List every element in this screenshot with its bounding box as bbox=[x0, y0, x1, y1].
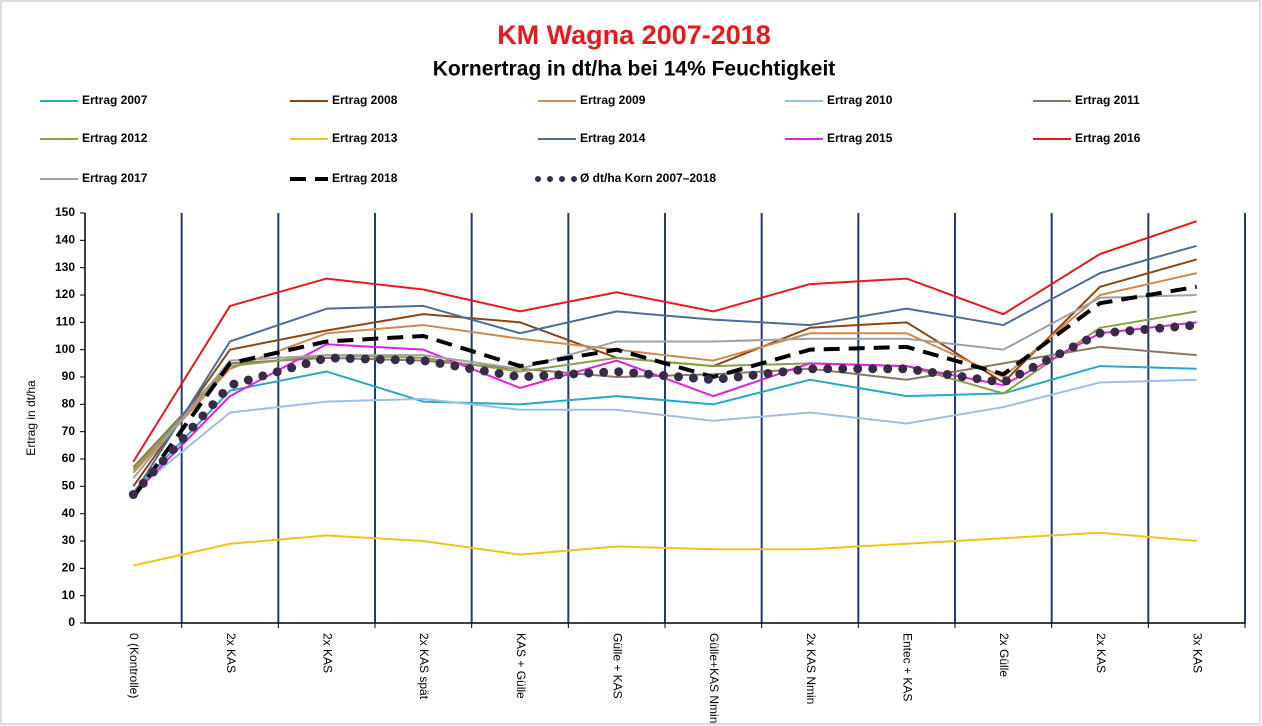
legend-label: Ertrag 2012 bbox=[82, 131, 148, 145]
y-tick-label: 0 bbox=[68, 615, 75, 629]
y-axis-label: Ertrag in dt/ha bbox=[24, 380, 38, 456]
y-tick-label: 30 bbox=[62, 533, 76, 547]
legend-label: Ertrag 2017 bbox=[82, 171, 148, 185]
x-tick-label: Gülle + KAS bbox=[610, 633, 624, 699]
x-tick-label: 2x KAS Nmin bbox=[804, 633, 818, 704]
y-tick-label: 60 bbox=[62, 451, 76, 465]
series-line bbox=[132, 365, 1197, 493]
legend-label: Ertrag 2013 bbox=[332, 131, 398, 145]
y-tick-label: 10 bbox=[62, 588, 76, 602]
legend-label: Ertrag 2010 bbox=[827, 93, 893, 107]
y-tick-label: 80 bbox=[62, 397, 76, 411]
y-tick-label: 40 bbox=[62, 506, 76, 520]
y-tick-label: 150 bbox=[55, 205, 75, 219]
legend-label: Ø dt/ha Korn 2007–2018 bbox=[580, 171, 716, 185]
x-tick-label: 2x KAS bbox=[224, 633, 238, 673]
y-tick-label: 20 bbox=[62, 561, 76, 575]
series-line bbox=[132, 294, 1197, 479]
y-tick-label: 110 bbox=[56, 315, 76, 329]
chart-title: KM Wagna 2007-2018 bbox=[497, 20, 771, 50]
y-tick-label: 130 bbox=[55, 260, 75, 274]
series-line bbox=[132, 378, 1197, 493]
chart-subtitle: Kornertrag in dt/ha bei 14% Feuchtigkeit bbox=[433, 58, 836, 81]
y-tick-label: 120 bbox=[55, 287, 75, 301]
y-tick-label: 50 bbox=[62, 479, 76, 493]
x-tick-label: 0 (Kontrolle) bbox=[127, 633, 141, 698]
legend-label: Ertrag 2014 bbox=[580, 131, 646, 145]
y-tick-label: 90 bbox=[62, 369, 76, 383]
x-tick-label: 2x Gülle bbox=[997, 633, 1011, 677]
legend-label: Ertrag 2008 bbox=[332, 93, 398, 107]
x-tick-label: 2x KAS bbox=[1094, 633, 1108, 673]
y-tick-label: 140 bbox=[55, 233, 75, 247]
legend-label: Ertrag 2018 bbox=[332, 171, 398, 185]
y-tick-label: 70 bbox=[62, 424, 76, 438]
series-line bbox=[132, 220, 1197, 463]
legend-label: Ertrag 2007 bbox=[82, 93, 148, 107]
series-line bbox=[128, 320, 1202, 500]
x-tick-label: Entec + KAS bbox=[900, 633, 914, 701]
legend-label: Ertrag 2015 bbox=[827, 131, 893, 145]
legend-label: Ertrag 2009 bbox=[580, 93, 646, 107]
x-tick-label: 2x KAS bbox=[320, 633, 334, 673]
series-line bbox=[132, 244, 1197, 496]
y-tick-label: 100 bbox=[55, 342, 75, 356]
x-tick-label: KAS + Gülle bbox=[514, 633, 528, 699]
legend-label: Ertrag 2016 bbox=[1075, 131, 1141, 145]
x-tick-label: 2x KAS spät bbox=[417, 633, 431, 700]
x-tick-label: Gülle+KAS Nmin bbox=[707, 633, 721, 723]
series-line bbox=[133, 531, 1197, 567]
legend-label: Ertrag 2011 bbox=[1075, 93, 1140, 107]
x-tick-label: 3x KAS bbox=[1190, 633, 1204, 673]
series-line bbox=[131, 284, 1198, 499]
